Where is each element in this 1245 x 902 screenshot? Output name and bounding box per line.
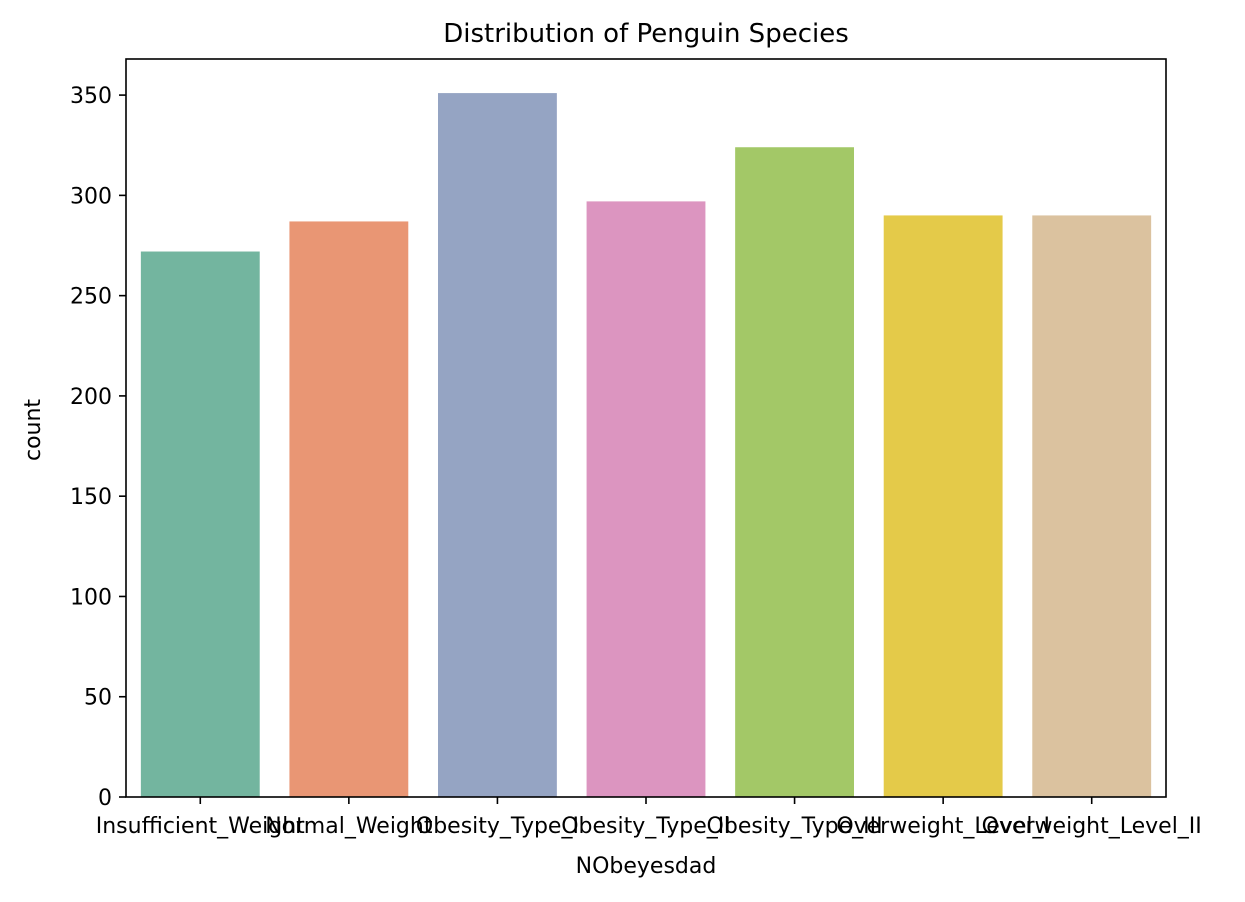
bar-obesity-type-ii: [586, 201, 706, 797]
y-axis-label: count: [21, 399, 46, 461]
y-tick-label: 350: [70, 84, 112, 109]
x-tick-label: Overweight_Level_I: [836, 814, 1050, 839]
y-axis-ticks: 0 50 100 150 200 250 300 350: [70, 84, 126, 811]
y-tick-label: 100: [70, 585, 112, 610]
y-tick-label: 50: [84, 686, 112, 711]
bar-overweight-level-ii: [1032, 215, 1152, 797]
plot-frame: [125, 58, 1167, 798]
y-tick-label: 0: [98, 786, 112, 811]
chart-title: Distribution of Penguin Species: [443, 19, 849, 49]
x-axis-ticks: Insufficient_WeightNormal_WeightObesity_…: [96, 797, 1202, 839]
x-tick-label: Obesity_Type_II: [561, 814, 731, 839]
bar-obesity-type-iii: [735, 147, 854, 797]
bar-overweight-level-i: [883, 215, 1003, 797]
bars-layer: [140, 93, 1152, 798]
x-tick-label: Obesity_Type_III: [707, 814, 883, 839]
x-tick-label: Insufficient_Weight: [96, 814, 305, 839]
y-tick-label: 300: [70, 184, 112, 209]
bar-insufficient-weight: [140, 251, 260, 798]
bar-obesity-type-i: [438, 93, 557, 797]
y-tick-label: 250: [70, 285, 112, 310]
x-tick-label: Overweight_Level_II: [982, 814, 1202, 839]
x-tick-label: Normal_Weight: [265, 814, 433, 839]
y-tick-label: 200: [70, 385, 112, 410]
y-tick-label: 150: [70, 485, 112, 510]
bar-normal-weight: [289, 221, 409, 798]
x-axis-label: NObeyesdad: [576, 854, 717, 879]
x-tick-label: Obesity_Type_I: [416, 814, 579, 839]
